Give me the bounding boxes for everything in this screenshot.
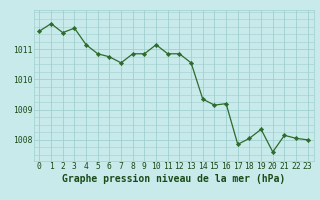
X-axis label: Graphe pression niveau de la mer (hPa): Graphe pression niveau de la mer (hPa) [62, 174, 285, 184]
